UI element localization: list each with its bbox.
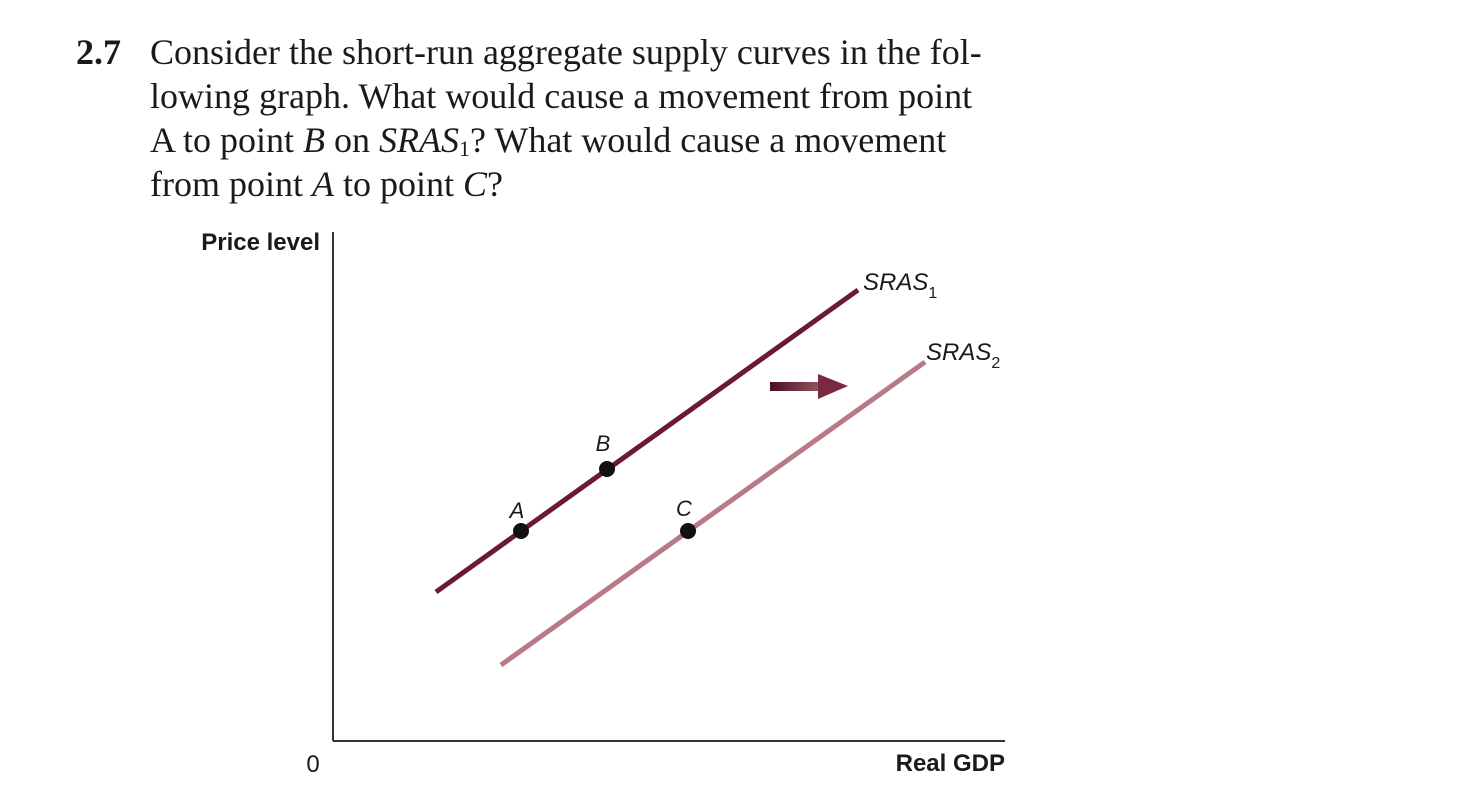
point-c-marker bbox=[680, 523, 696, 539]
question-text-segment: C bbox=[463, 164, 488, 204]
sras2-label: SRAS2 bbox=[926, 339, 1000, 372]
shift-arrow bbox=[770, 374, 848, 399]
question-text-segment: A to point bbox=[150, 120, 304, 160]
point-c-label: C bbox=[676, 496, 692, 521]
point-b-marker bbox=[599, 461, 615, 477]
question-line: lowing graph. What would cause a movemen… bbox=[150, 74, 1030, 118]
question-text-segment: SRAS bbox=[379, 120, 460, 160]
question-text-segment: lowing graph. What would cause a movemen… bbox=[150, 76, 973, 116]
question-text-segment: to point bbox=[333, 164, 463, 204]
point-a-label: A bbox=[508, 498, 525, 523]
sras1-label: SRAS1 bbox=[863, 269, 937, 302]
question-text-segment: from point bbox=[150, 164, 312, 204]
question-text: Consider the short-run aggregate supply … bbox=[150, 30, 1030, 206]
origin-label: 0 bbox=[306, 751, 319, 778]
question-text-segment: A bbox=[311, 164, 334, 204]
point-a-marker bbox=[513, 523, 529, 539]
question-text-segment: 1 bbox=[459, 136, 471, 161]
point-b-label: B bbox=[596, 431, 611, 456]
question-text-segment: ? What would cause a movement bbox=[470, 120, 947, 160]
question-text-segment: on bbox=[325, 120, 380, 160]
y-axis-label: Price level bbox=[201, 229, 320, 256]
question-text-segment: Consider the short-run aggregate supply … bbox=[150, 32, 982, 72]
question-line: from point A to point C? bbox=[150, 162, 1030, 206]
question-number: 2.7 bbox=[76, 32, 121, 72]
sras1-curve bbox=[434, 287, 860, 595]
sras2-curve bbox=[499, 359, 927, 668]
question-line: Consider the short-run aggregate supply … bbox=[150, 30, 1030, 74]
x-axis-label: Real GDP bbox=[896, 750, 1005, 777]
question-line: A to point B on SRAS1? What would cause … bbox=[150, 118, 1030, 162]
question-text-segment: B bbox=[303, 120, 326, 160]
question-text-segment: ? bbox=[487, 164, 503, 204]
